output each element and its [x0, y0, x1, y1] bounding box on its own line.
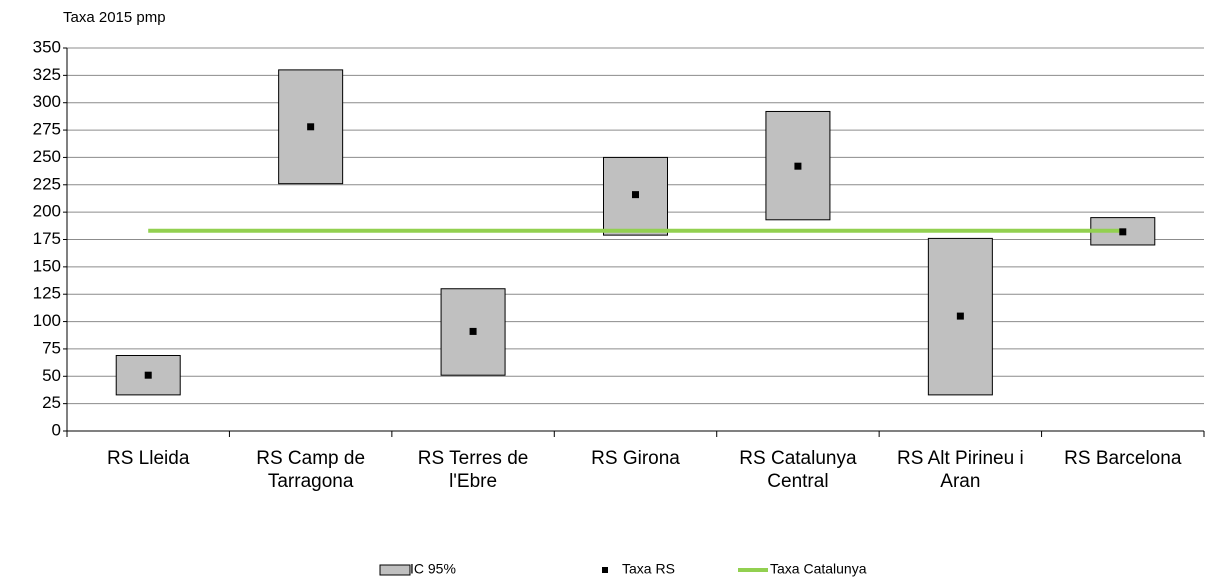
legend-swatch	[379, 564, 411, 576]
point	[794, 162, 802, 170]
x-tick-label: RS Lleida	[107, 448, 190, 469]
y-tick-label: 200	[33, 202, 61, 221]
y-tick-label: 75	[42, 338, 61, 357]
x-tick-label: RS Terres de l'Ebre	[417, 448, 529, 492]
x-tick-label: RS Barcelona	[1064, 448, 1182, 469]
legend-label: Taxa RS	[622, 561, 675, 577]
y-tick-label: 300	[33, 92, 61, 111]
point	[632, 191, 639, 199]
y-tick-label: 125	[33, 284, 61, 303]
y-tick-label: 0	[52, 420, 61, 439]
y-tick-label: 25	[42, 393, 61, 412]
y-tick-label: 250	[33, 147, 61, 166]
y-tick-label: 175	[33, 229, 61, 248]
y-tick-label: 150	[33, 256, 61, 275]
legend-swatch	[602, 567, 608, 573]
y-tick-label: 325	[33, 65, 61, 84]
point	[1119, 228, 1127, 236]
x-tick-label: RS Alt Pirineu i Aran	[896, 448, 1024, 492]
legend-label: Taxa Catalunya	[770, 561, 867, 577]
y-tick-label: 225	[33, 174, 61, 193]
y-tick-label: 100	[33, 311, 61, 330]
legend-label: IC 95%	[410, 561, 456, 577]
y-axis-label: Taxa 2015 pmp	[63, 9, 166, 26]
y-tick-label: 350	[33, 37, 61, 56]
y-tick-label: 50	[42, 366, 61, 385]
point	[307, 123, 315, 131]
point	[956, 312, 964, 320]
x-tick-label: RS Catalunya Central	[739, 448, 857, 492]
point	[469, 327, 477, 335]
point	[144, 371, 152, 379]
x-tick-label: RS Camp de Tarragona	[256, 448, 366, 492]
y-tick-label: 275	[33, 120, 61, 139]
x-tick-label: RS Girona	[591, 448, 680, 469]
